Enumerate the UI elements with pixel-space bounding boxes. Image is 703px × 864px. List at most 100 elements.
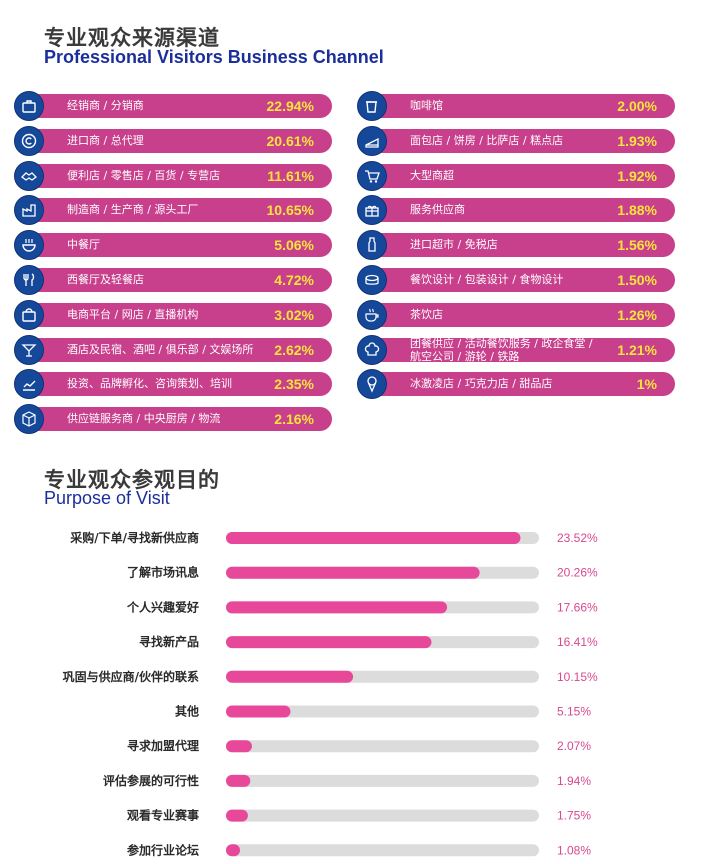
channel-label: 咖啡馆 (410, 99, 443, 112)
category-label: 了解市场讯息 (127, 565, 199, 580)
bar (226, 636, 432, 649)
channel-label: 茶饮店 (410, 307, 443, 321)
bar (226, 809, 248, 822)
channel-percent: 11.61% (267, 167, 314, 184)
channel-percent: 1.92% (617, 167, 657, 184)
channel-label: 冰激凌店 / 巧克力店 / 甜品店 (410, 377, 553, 391)
channel-label: 电商平台 / 网店 / 直播机构 (67, 307, 199, 321)
channel-label: 西餐厅及轻餐店 (67, 272, 144, 286)
channel-label: 便利店 / 零售店 / 百货 / 专营店 (67, 168, 221, 182)
ice-cream-icon (357, 369, 387, 400)
channel-percent: 1.21% (617, 341, 657, 358)
channel-pill (367, 128, 675, 153)
bar (226, 601, 448, 614)
channel-section-title: 专业观众来源渠道 (44, 26, 220, 50)
channel-percent: 3.02% (274, 306, 314, 323)
channel-row: 便利店 / 零售店 / 百货 / 专营店 11.61% (14, 160, 332, 191)
channel-pill (367, 302, 675, 327)
channel-row: 咖啡馆 2.00% (357, 91, 675, 121)
category-label: 其他 (175, 704, 199, 719)
channel-pill (24, 128, 332, 153)
channel-row: 投资、品牌孵化、咨询策划、培训 2.35% (14, 369, 332, 400)
category-label: 寻找新产品 (139, 634, 199, 649)
channel-pill (24, 198, 332, 223)
channel-row: 电商平台 / 网店 / 直播机构 3.02% (14, 299, 332, 330)
bar (226, 740, 252, 753)
channel-row: 大型商超 1.92% (357, 160, 675, 191)
value-label: 17.66% (557, 600, 598, 614)
channel-label: 餐饮设计 / 包装设计 / 食物设计 (410, 272, 564, 286)
value-label: 2.07% (557, 739, 591, 753)
bar-track (226, 774, 539, 787)
channel-pill (24, 302, 332, 327)
channel-pill (24, 337, 332, 362)
shopping-cart-icon (357, 160, 387, 191)
channel-percent: 2.62% (274, 341, 314, 358)
channel-pill (367, 337, 675, 362)
channel-row: 供应链服务商 / 中央厨房 / 物流 2.16% (14, 404, 332, 435)
channel-row: 经销商 / 分销商 22.94% (14, 91, 332, 121)
channel-label: 经销商 / 分销商 (67, 99, 144, 112)
copyright-icon (14, 125, 44, 156)
channel-row: 面包店 / 饼房 / 比萨店 / 糕点店 1.93% (357, 125, 675, 156)
factory-icon (14, 195, 44, 226)
channel-label: 投资、品牌孵化、咨询策划、培训 (67, 377, 232, 391)
channel-percent: 1.56% (617, 237, 657, 254)
channel-percent: 2.35% (274, 376, 314, 393)
bar-track (226, 844, 539, 857)
channel-percent: 4.72% (274, 271, 314, 288)
value-label: 23.52% (557, 531, 598, 545)
channel-label: 面包店 / 饼房 / 比萨店 / 糕点店 (410, 133, 564, 147)
channel-label: 制造商 / 生产商 / 源头工厂 (67, 203, 199, 217)
category-label: 个人兴趣爱好 (126, 599, 199, 614)
growth-chart-icon (14, 369, 44, 400)
channel-pill (367, 233, 675, 258)
purpose-section-title: 专业观众参观目的 (44, 468, 220, 492)
channel-row: 进口超市 / 免税店 1.56% (357, 230, 675, 261)
channel-percent: 5.06% (274, 237, 314, 254)
channel-pill (24, 163, 332, 188)
purpose-section-subtitle: Purpose of Visit (44, 488, 170, 508)
channel-percent: 10.65% (266, 202, 314, 219)
channel-pill (24, 407, 332, 432)
channel-pill (367, 94, 675, 118)
bowl-icon (14, 230, 44, 261)
chef-hat-icon (357, 334, 387, 365)
purpose-bar-chart: 采购/下单/寻找新供应商 23.52% 了解市场讯息 20.26% 个人兴趣爱好 17.6… (63, 530, 598, 857)
channel-row: 进口商 / 总代理 20.61% (14, 125, 332, 156)
channel-percent: 1.50% (617, 271, 657, 288)
channel-label: 进口商 / 总代理 (67, 133, 144, 147)
bar-track (226, 740, 539, 753)
channel-pill (367, 267, 675, 292)
value-label: 5.15% (557, 705, 591, 719)
category-label: 巩固与供应商/伙伴的联系 (63, 669, 199, 684)
channel-label: 酒店及民宿、酒吧 / 俱乐部 / 文娱场所 (67, 342, 254, 356)
channel-label: 进口超市 / 免税店 (410, 238, 498, 252)
category-label: 采购/下单/寻找新供应商 (69, 530, 199, 545)
handshake-icon (14, 160, 44, 191)
channel-percent: 1% (636, 376, 657, 393)
channel-row: 中餐厅 5.06% (14, 230, 332, 261)
channel-list-left: 经销商 / 分销商 22.94% 进口商 / 总代理 20.61% 便利店 / 零售店 … (14, 91, 332, 440)
channel-label: 中餐厅 (67, 238, 100, 252)
channel-row: 餐饮设计 / 包装设计 / 食物设计 1.50% (357, 264, 675, 295)
channel-pill (24, 267, 332, 292)
channel-row: 服务供应商 1.88% (357, 195, 675, 226)
channel-label: 服务供应商 (410, 203, 465, 217)
channel-pill (367, 163, 675, 188)
bar (226, 566, 480, 579)
channel-percent: 1.93% (617, 132, 657, 149)
value-label: 1.08% (557, 843, 591, 857)
value-label: 1.75% (557, 809, 591, 823)
bar (226, 670, 354, 683)
channel-percent: 2.00% (617, 98, 657, 114)
channel-list-right: 咖啡馆 2.00% 面包店 / 饼房 / 比萨店 / 糕点店 1.93% 大型商超 1.9… (357, 91, 675, 405)
shopping-bag-icon (14, 299, 44, 330)
cocktail-icon (14, 334, 44, 365)
value-label: 1.94% (557, 774, 591, 788)
category-label: 观看专业赛事 (127, 808, 199, 823)
channel-row: 团餐供应 / 活动餐饮服务 / 政企食堂 / 航空公司 / 游轮 / 铁路 1.2… (357, 334, 675, 365)
package-icon (14, 404, 44, 435)
channel-percent: 1.26% (617, 306, 657, 323)
bar-track (226, 705, 539, 718)
